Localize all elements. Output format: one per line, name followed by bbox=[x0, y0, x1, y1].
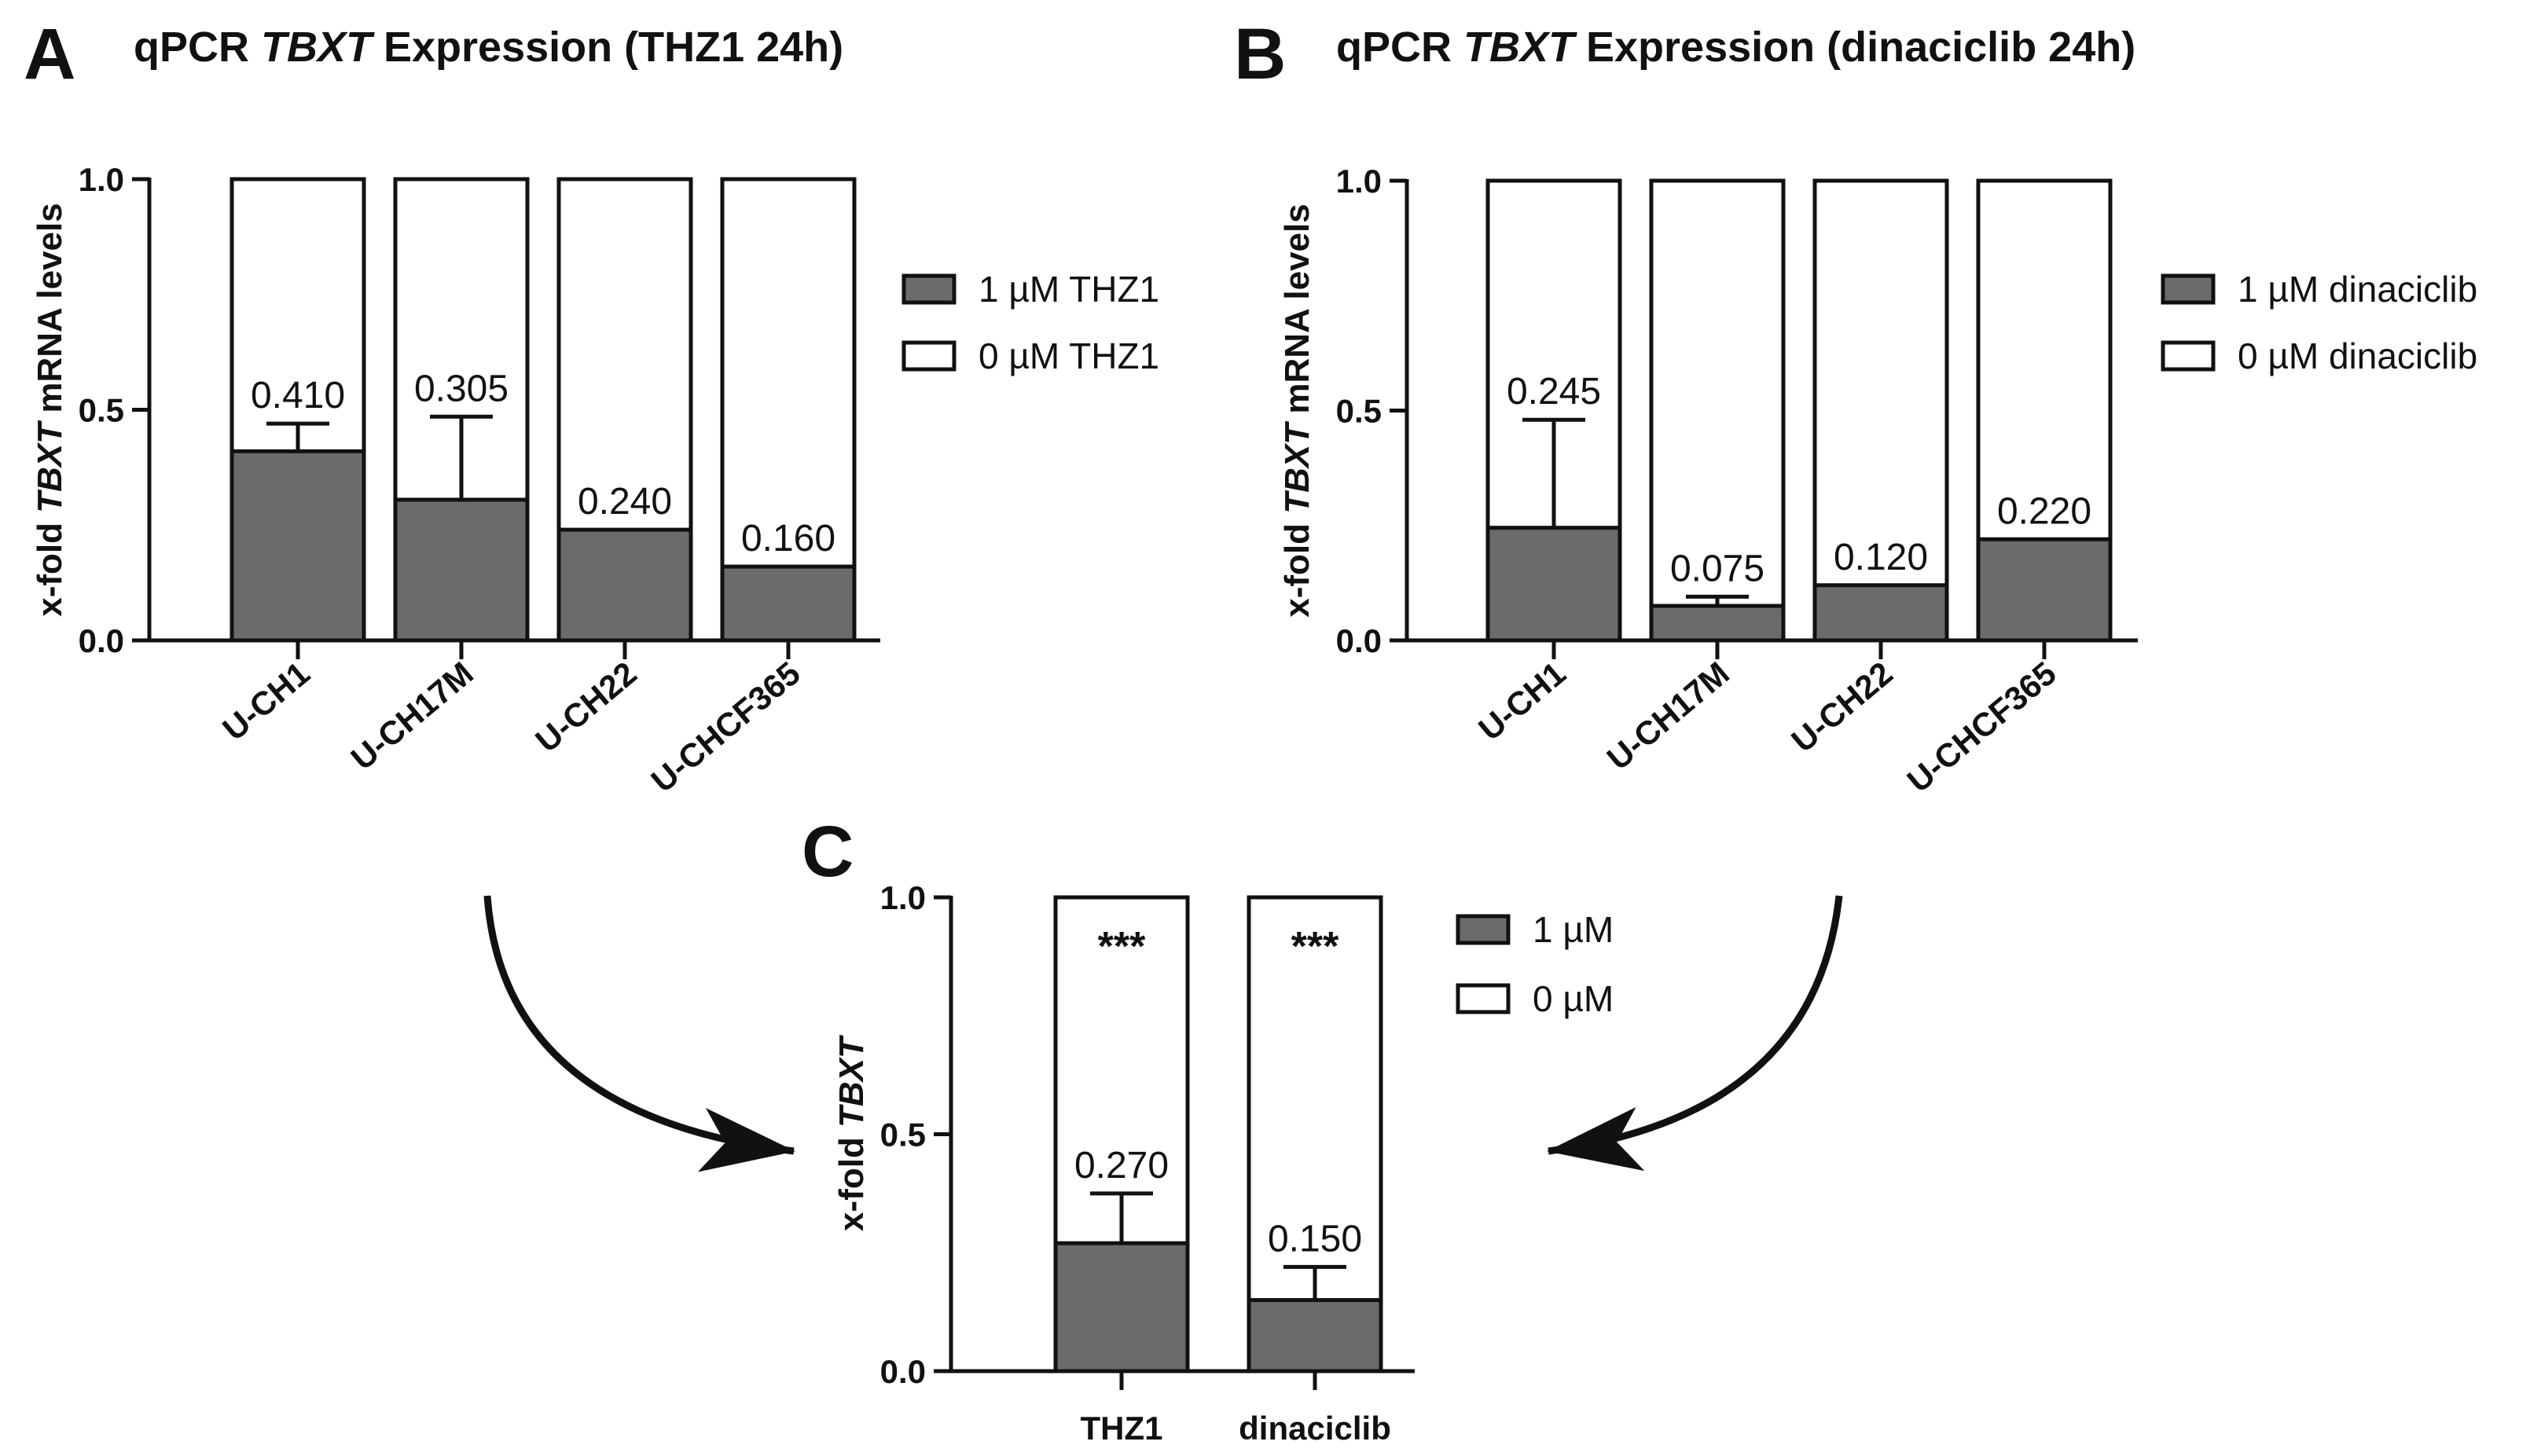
panel-a-plot: 0.0 0.5 1.0 x-fold TBXT mRNA levels 0.410 U-C… bbox=[31, 161, 1159, 799]
bar-treated-a-3 bbox=[556, 527, 693, 643]
data-label-a-1: 0.410 bbox=[251, 375, 345, 416]
significance-label-c-2: *** bbox=[1291, 924, 1339, 970]
panel-letter-c: C bbox=[802, 812, 854, 892]
panel-b: B qPCR TBXT Expression (dinaciclib 24h) … bbox=[1234, 14, 2477, 799]
bar-treated-a-1 bbox=[229, 449, 366, 643]
panel-b-title: qPCR TBXT Expression (dinaciclib 24h) bbox=[1336, 24, 2135, 71]
panel-c-plot: 0.0 0.5 1.0 x-fold TBXT 0.270 *** THZ1 0.150 ***… bbox=[832, 879, 1614, 1447]
bar-treated-a-4 bbox=[720, 564, 857, 643]
category-label-a-2: U-CH17M bbox=[344, 655, 480, 777]
legend-swatch-b-2 bbox=[2161, 340, 2216, 372]
legend-swatch-c-2 bbox=[1456, 983, 1511, 1014]
legend-label-a-2: 0 µM THZ1 bbox=[979, 336, 1159, 376]
arrow-b-to-c-icon bbox=[1547, 895, 1843, 1172]
data-label-b-2: 0.075 bbox=[1670, 548, 1764, 589]
category-label-a-4: U-CHCF365 bbox=[644, 655, 807, 800]
category-label-a-3: U-CH22 bbox=[528, 655, 643, 760]
category-label-b-4: U-CHCF365 bbox=[1900, 655, 2063, 800]
category-label-b-3: U-CH22 bbox=[1784, 655, 1899, 760]
data-label-b-4: 0.220 bbox=[1997, 490, 2091, 532]
data-label-c-1: 0.270 bbox=[1074, 1145, 1169, 1186]
legend-label-c-2: 0 µM bbox=[1533, 978, 1614, 1019]
legend-label-a-1: 1 µM THZ1 bbox=[979, 269, 1159, 310]
legend-label-b-2: 0 µM dinaciclib bbox=[2238, 336, 2477, 376]
y-tick-label-b: 0.0 bbox=[1336, 622, 1382, 659]
y-axis-label-b: x-fold TBXT mRNA levels bbox=[1278, 204, 1316, 617]
data-label-b-3: 0.120 bbox=[1834, 537, 1928, 578]
legend-swatch-a-1 bbox=[901, 273, 957, 305]
panel-c: C 0.0 0.5 1.0 x-fold TBXT 0.270 *** THZ1 0.150 *… bbox=[802, 812, 1614, 1447]
panel-letter-a: A bbox=[24, 14, 75, 94]
y-tick-label-a: 0.0 bbox=[79, 622, 124, 659]
y-tick-label-a: 0.5 bbox=[79, 392, 124, 429]
y-axis-label-c: x-fold TBXT bbox=[832, 1035, 871, 1231]
bar-treated-b-1 bbox=[1485, 526, 1622, 643]
legend-swatch-b-1 bbox=[2161, 273, 2216, 305]
bar-treated-b-3 bbox=[1812, 583, 1949, 643]
panel-b-plot: 0.0 0.5 1.0 x-fold TBXT mRNA levels 0.245 U-C… bbox=[1278, 163, 2477, 799]
bar-control-a-4 bbox=[720, 177, 857, 643]
bar-treated-a-2 bbox=[393, 497, 530, 643]
panel-a: A qPCR TBXT Expression (THZ1 24h) 0.0 0.5… bbox=[24, 14, 1159, 799]
data-label-a-2: 0.305 bbox=[414, 368, 509, 409]
bar-treated-b-4 bbox=[1976, 537, 2113, 643]
legend-label-b-1: 1 µM dinaciclib bbox=[2238, 269, 2477, 310]
legend-swatch-a-2 bbox=[901, 340, 957, 372]
arrow-a-to-c-icon bbox=[483, 895, 795, 1172]
significance-label-c-1: *** bbox=[1098, 924, 1146, 970]
y-tick-label-c: 0.0 bbox=[880, 1353, 926, 1390]
y-tick-label-b: 1.0 bbox=[1336, 163, 1382, 200]
bar-treated-c-2 bbox=[1247, 1298, 1383, 1373]
category-label-b-2: U-CH17M bbox=[1600, 655, 1736, 777]
category-label-b-1: U-CH1 bbox=[1471, 655, 1573, 748]
y-tick-label-c: 0.5 bbox=[880, 1117, 926, 1153]
bar-treated-b-2 bbox=[1649, 603, 1786, 643]
category-label-a-1: U-CH1 bbox=[215, 655, 317, 748]
y-tick-label-b: 0.5 bbox=[1336, 393, 1382, 430]
data-label-a-3: 0.240 bbox=[578, 481, 672, 523]
y-tick-label-a: 1.0 bbox=[79, 161, 124, 198]
y-tick-label-c: 1.0 bbox=[880, 879, 926, 916]
data-label-a-4: 0.160 bbox=[741, 518, 835, 559]
bar-control-b-3 bbox=[1812, 178, 1949, 643]
category-label-c-2: dinaciclib bbox=[1239, 1410, 1391, 1447]
legend-swatch-c-1 bbox=[1456, 914, 1511, 945]
category-label-c-1: THZ1 bbox=[1081, 1410, 1163, 1447]
panel-letter-b: B bbox=[1234, 14, 1286, 94]
bar-treated-c-1 bbox=[1053, 1241, 1190, 1373]
y-axis-label-a: x-fold TBXT mRNA levels bbox=[31, 203, 69, 616]
panel-a-title: qPCR TBXT Expression (THZ1 24h) bbox=[134, 24, 843, 71]
legend-label-c-1: 1 µM bbox=[1533, 909, 1614, 950]
data-label-c-2: 0.150 bbox=[1268, 1218, 1362, 1260]
data-label-b-1: 0.245 bbox=[1507, 371, 1601, 413]
